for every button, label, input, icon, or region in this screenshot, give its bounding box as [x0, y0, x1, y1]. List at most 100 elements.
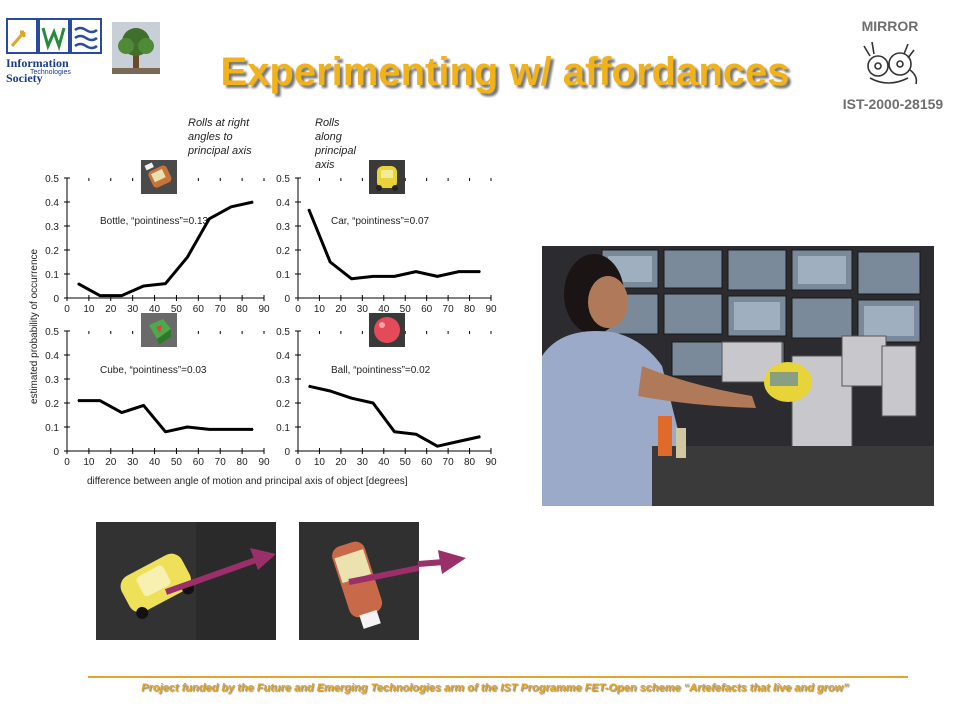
toy-car-photo-icon	[369, 160, 405, 194]
footer-divider	[88, 676, 908, 678]
arrow-head-icon	[418, 550, 466, 574]
y-tick-label: 0	[53, 447, 59, 458]
x-tick-label: 70	[215, 457, 227, 468]
x-tick-label: 0	[295, 457, 301, 468]
bottle-rolling-photo	[299, 522, 419, 640]
x-tick-label: 0	[295, 304, 301, 315]
x-tick-label: 10	[314, 457, 326, 468]
x-tick-label: 30	[127, 304, 139, 315]
data-point	[143, 285, 145, 287]
ist-logo-subtitle: Technologies	[30, 69, 71, 76]
series-label: Car, “pointiness”=0.07	[331, 216, 430, 227]
x-tick-label: 40	[149, 457, 161, 468]
y-tick-label: 0	[53, 294, 59, 305]
project-number: IST-2000-28159	[842, 96, 944, 112]
data-point	[143, 404, 145, 406]
x-tick-label: 30	[127, 457, 139, 468]
ist-logo-icon	[6, 18, 102, 54]
x-tick-label: 50	[400, 457, 412, 468]
x-tick-label: 20	[335, 304, 347, 315]
cube-photo-icon	[141, 313, 177, 347]
y-tick-label: 0.3	[45, 375, 59, 386]
x-tick-label: 80	[237, 457, 249, 468]
data-point	[458, 440, 460, 442]
data-point	[121, 295, 123, 297]
x-tick-label: 20	[335, 457, 347, 468]
y-tick-label: 0	[284, 294, 290, 305]
x-tick-label: 0	[64, 457, 70, 468]
data-point	[165, 283, 166, 285]
x-tick-label: 60	[421, 457, 433, 468]
car-rolling-photo	[96, 522, 276, 640]
x-tick-label: 90	[258, 457, 270, 468]
x-tick-label: 10	[314, 304, 326, 315]
data-point	[351, 397, 353, 399]
x-tick-label: 50	[171, 457, 183, 468]
x-tick-label: 40	[378, 304, 390, 315]
series-label: Bottle, “pointiness”=0.13	[100, 216, 209, 227]
x-tick-label: 70	[443, 457, 455, 468]
y-tick-label: 0.4	[276, 351, 290, 362]
x-tick-label: 60	[421, 304, 433, 315]
data-point	[329, 261, 331, 263]
data-point	[372, 275, 374, 277]
series-label: Ball, “pointiness”=0.02	[331, 365, 431, 376]
page-title: Experimenting w/ affordances	[220, 50, 790, 94]
data-point	[77, 400, 79, 402]
x-tick-label: 70	[443, 304, 455, 315]
annotation-right-angles: Rolls at right angles to principal axis	[188, 117, 252, 157]
data-point	[230, 428, 232, 430]
y-tick-label: 0.5	[45, 327, 59, 338]
x-tick-label: 20	[105, 304, 117, 315]
x-tick-label: 0	[64, 304, 70, 315]
data-point	[252, 428, 254, 430]
x-tick-label: 40	[149, 304, 161, 315]
x-tick-label: 30	[357, 457, 369, 468]
x-tick-label: 90	[485, 304, 497, 315]
footer-text: Project funded by the Future and Emergin…	[141, 682, 849, 694]
y-tick-label: 0.3	[45, 222, 59, 233]
data-point	[208, 428, 210, 430]
data-point	[186, 256, 188, 258]
tree-icon	[112, 22, 160, 74]
series-line	[308, 384, 481, 448]
data-point	[394, 275, 395, 277]
x-tick-label: 60	[193, 304, 205, 315]
y-tick-label: 0.4	[276, 198, 290, 209]
y-axis-label: estimated probability of occurrence	[29, 248, 40, 404]
x-tick-label: 10	[83, 457, 95, 468]
data-point	[436, 445, 438, 447]
y-tick-label: 0.4	[45, 198, 59, 209]
x-tick-label: 10	[83, 304, 95, 315]
x-tick-label: 30	[357, 304, 369, 315]
y-tick-label: 0.5	[45, 174, 59, 185]
x-tick-label: 90	[485, 457, 497, 468]
annotation-along-axis: Rolls along principal axis	[315, 117, 356, 171]
x-tick-label: 50	[400, 304, 412, 315]
x-tick-label: 80	[237, 304, 249, 315]
data-point	[99, 295, 101, 297]
data-point	[458, 271, 460, 273]
y-tick-label: 0.1	[45, 270, 59, 281]
data-point	[186, 426, 188, 428]
robot-sketch-icon	[863, 41, 918, 85]
data-point	[351, 278, 353, 280]
y-tick-label: 0.2	[276, 399, 290, 410]
red-ball-photo-icon	[369, 313, 405, 347]
ist-logo-text: Information Society	[6, 56, 69, 85]
y-tick-label: 0.5	[276, 174, 290, 185]
x-tick-label: 70	[215, 304, 227, 315]
y-tick-label: 0.1	[276, 423, 290, 434]
y-tick-label: 0.1	[45, 423, 59, 434]
x-tick-label: 20	[105, 457, 117, 468]
data-point	[77, 283, 79, 285]
y-tick-label: 0	[284, 447, 290, 458]
x-tick-label: 40	[378, 457, 390, 468]
series-line	[77, 399, 254, 434]
data-point	[252, 201, 254, 203]
x-tick-label: 80	[464, 457, 476, 468]
y-tick-label: 0.4	[45, 351, 59, 362]
series-label: Cube, “pointiness”=0.03	[100, 365, 207, 376]
x-tick-label: 60	[193, 457, 205, 468]
bottle-photo-icon	[141, 160, 177, 194]
